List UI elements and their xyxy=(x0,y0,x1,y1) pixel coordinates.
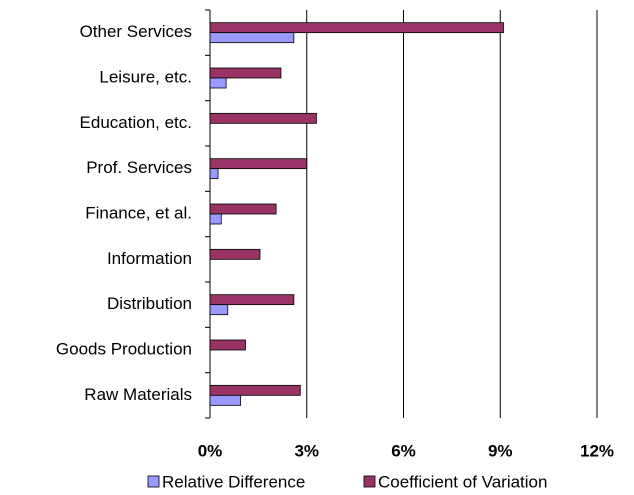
y-tick-label: Other Services xyxy=(80,22,192,41)
x-tick-label: 12% xyxy=(580,441,614,460)
x-tick-label: 9% xyxy=(488,441,513,460)
legend-label: Coefficient of Variation xyxy=(378,472,547,491)
bar xyxy=(209,339,246,351)
y-tick-label: Distribution xyxy=(107,294,192,313)
y-tick-label: Finance, et al. xyxy=(85,203,192,222)
x-tick-label: 0% xyxy=(198,441,223,460)
legend-swatch xyxy=(363,475,376,488)
bar xyxy=(209,158,308,170)
y-tick-label: Prof. Services xyxy=(86,158,192,177)
bar xyxy=(209,304,229,316)
bar xyxy=(209,112,317,124)
legend-swatch xyxy=(147,475,160,488)
bar xyxy=(209,213,222,225)
bar xyxy=(209,32,295,44)
y-tick-label: Leisure, etc. xyxy=(99,67,192,86)
bar xyxy=(209,394,242,406)
x-tick-label: 6% xyxy=(391,441,416,460)
bar xyxy=(209,168,219,180)
bar xyxy=(209,294,295,306)
bar xyxy=(209,203,277,215)
y-tick-label: Education, etc. xyxy=(80,113,192,132)
legend-label: Relative Difference xyxy=(162,472,305,491)
y-tick-label: Information xyxy=(107,249,192,268)
bar xyxy=(209,77,227,89)
x-tick-label: 3% xyxy=(294,441,319,460)
y-tick-label: Goods Production xyxy=(56,339,192,358)
bar xyxy=(209,384,301,396)
bar xyxy=(209,22,504,34)
bar xyxy=(209,67,282,79)
y-tick-label: Raw Materials xyxy=(84,385,192,404)
bar xyxy=(209,248,261,260)
